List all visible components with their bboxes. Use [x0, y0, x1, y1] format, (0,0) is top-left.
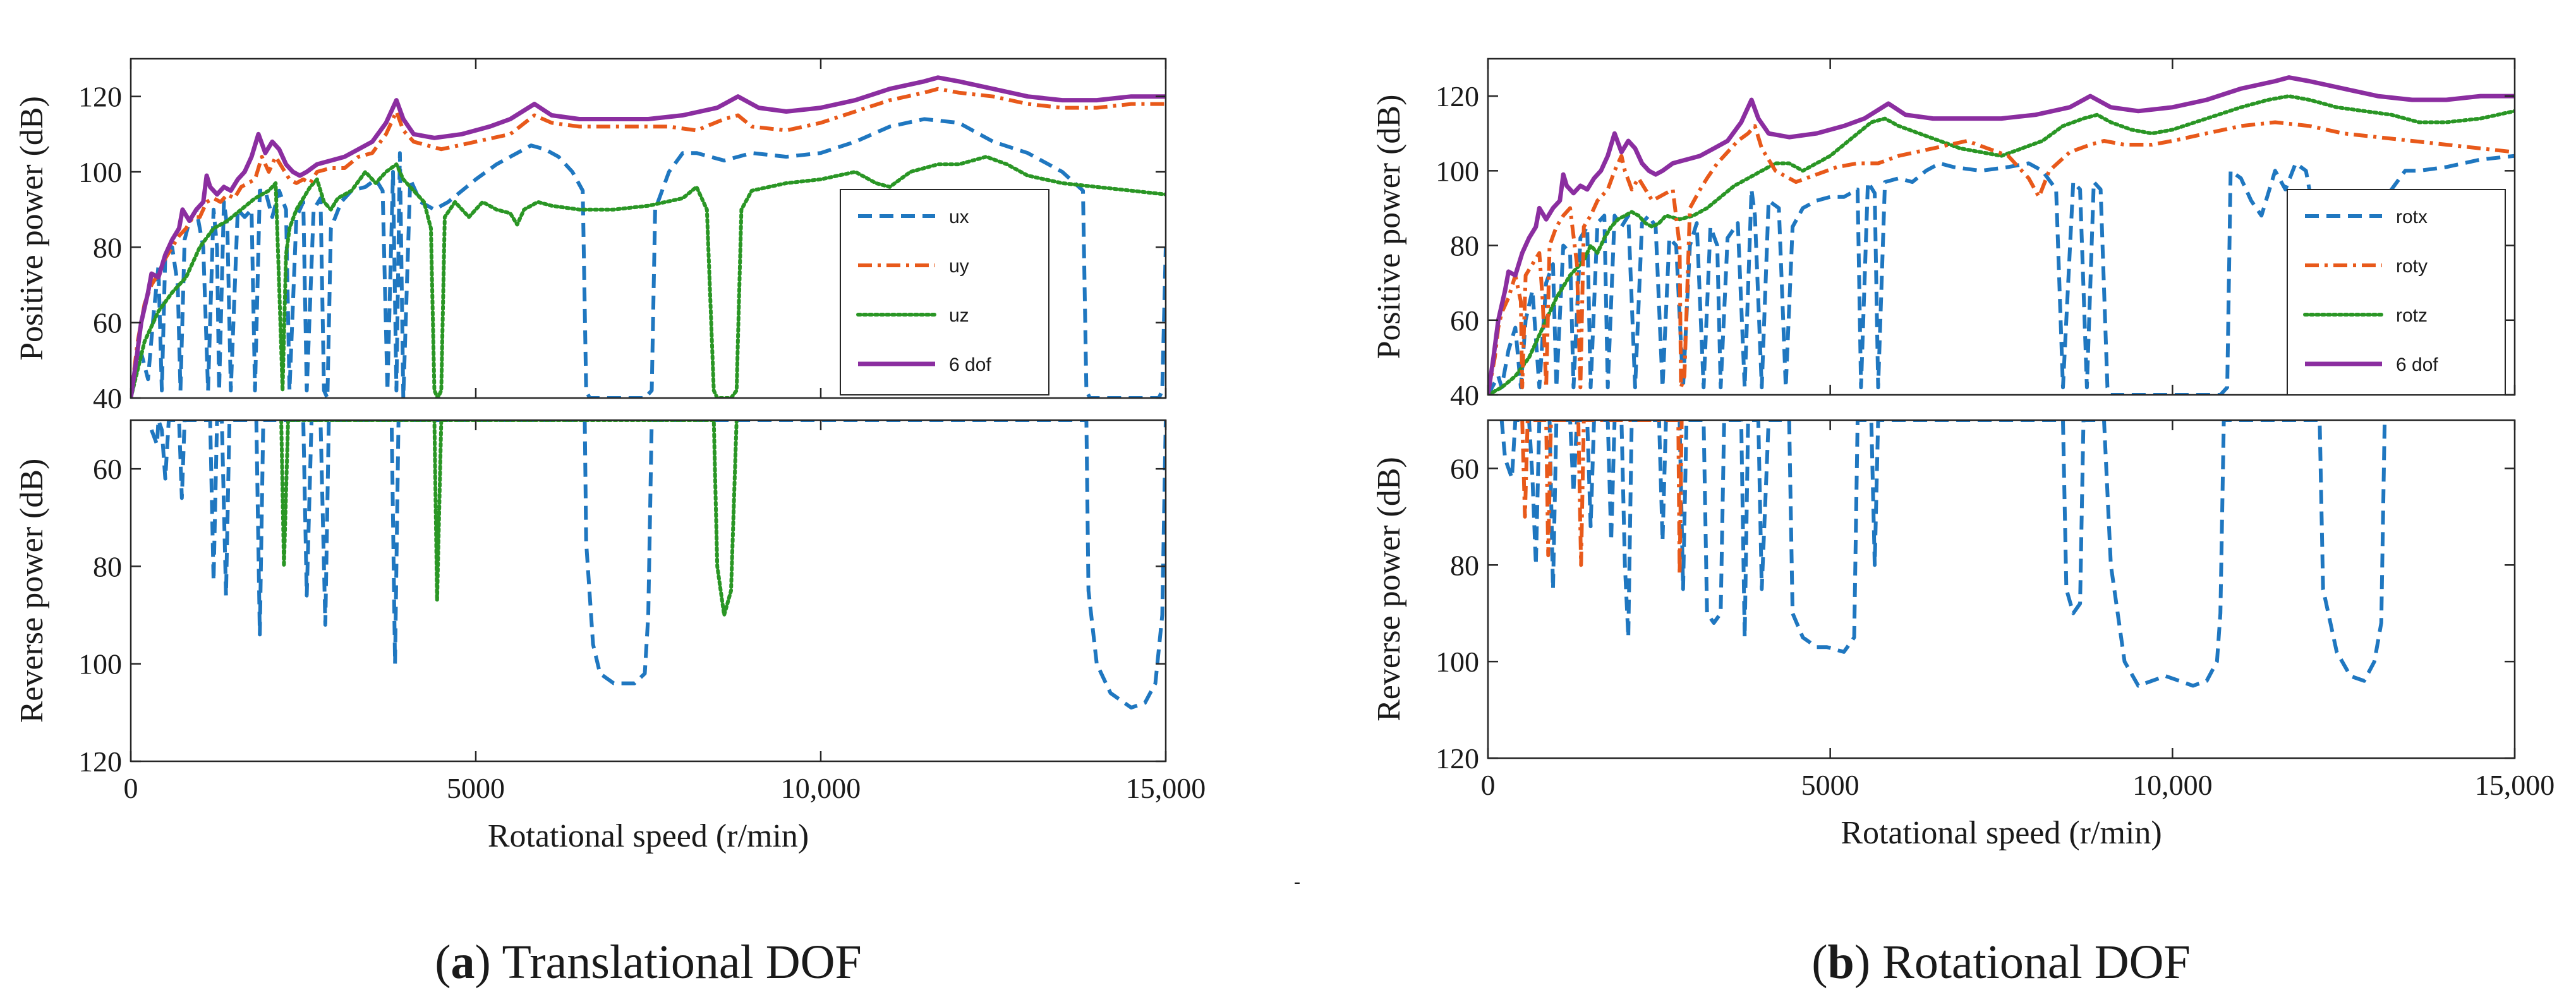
bottom-plot-area [149, 420, 1166, 710]
bottom-y-tick-label: 80 [1450, 549, 1479, 581]
x-tick-label: 10,000 [781, 772, 861, 804]
series-line-roty-positive [1488, 120, 2515, 395]
x-tick-label: 0 [124, 772, 138, 804]
top-plot-area [1488, 75, 2515, 395]
caption-text: ) Translational DOF [475, 936, 862, 989]
series-line-uy-positive [131, 87, 1166, 398]
top-y-tick-label: 120 [1436, 80, 1479, 112]
bottom-axes-frame [1487, 419, 2516, 759]
bottom-plot-area [1499, 420, 2387, 688]
series-line-rotx-positive [1488, 154, 2515, 395]
legend: rotx roty rotz 6 dof [2287, 189, 2506, 395]
bottom-y-tick-label: 120 [78, 745, 122, 778]
panel-caption: (b) Rotational DOF [1811, 936, 2191, 989]
legend-label-rotz: rotz [2396, 305, 2428, 326]
x-tick-label: 15,000 [1126, 772, 1206, 804]
top-axes-frame [130, 57, 1167, 399]
top-y-tick-label: 40 [93, 382, 122, 414]
series-line-uz-positive [131, 155, 1166, 398]
series-line-ux-reverse [149, 420, 1166, 710]
legend-label-rotx: rotx [2396, 207, 2428, 227]
caption-paren-open: ( [435, 936, 450, 989]
bottom-y-tick-label: 100 [78, 648, 122, 680]
top-y-tick-label: 100 [78, 156, 122, 188]
top-y-axis-label: Positive power (dB) [14, 96, 50, 361]
top-axes-frame [1487, 57, 2516, 396]
series-line-roty-reverse [1520, 420, 1684, 577]
bottom-y-tick-label: 60 [93, 453, 122, 485]
bottom-y-axis-label: Reverse power (dB) [14, 459, 50, 723]
top-y-tick-label: 60 [1450, 305, 1479, 337]
bottom-y-axis-label: Reverse power (dB) [1371, 457, 1407, 721]
x-axis-label: Rotational speed (r/min) [488, 818, 809, 854]
legend: ux uy uz 6 dof [840, 189, 1049, 395]
legend-label-uz: uz [949, 305, 969, 326]
series-line-6-dof-positive [131, 75, 1166, 398]
top-y-axis-label: Positive power (dB) [1371, 95, 1407, 359]
legend-label-6-dof: 6 dof [2396, 354, 2438, 375]
bottom-y-tick-label: 100 [1436, 646, 1479, 678]
top-y-tick-label: 60 [93, 307, 122, 339]
legend-label-6-dof: 6 dof [949, 354, 991, 375]
x-tick-label: 5000 [1801, 769, 1859, 801]
top-y-tick-label: 80 [93, 231, 122, 263]
series-line-rotz-positive [1488, 94, 2515, 395]
top-plot-area [131, 75, 1166, 398]
legend-label-uy: uy [949, 256, 969, 277]
series-line-uz-reverse [279, 420, 739, 617]
panel-caption: (a) Translational DOF [435, 936, 862, 989]
top-y-tick-label: 80 [1450, 230, 1479, 262]
series-line-rotx-reverse [1499, 420, 2387, 688]
bottom-axes-frame [130, 419, 1167, 763]
caption-paren-open: ( [1811, 936, 1827, 989]
x-tick-label: 15,000 [2475, 769, 2555, 801]
x-tick-label: 0 [1481, 769, 1496, 801]
series-line-ux-positive [131, 117, 1166, 398]
top-y-tick-label: 40 [1450, 379, 1479, 411]
bottom-y-tick-label: 80 [93, 550, 122, 582]
bottom-y-tick-label: 120 [1436, 742, 1479, 775]
bottom-y-tick-label: 60 [1450, 452, 1479, 485]
legend-box [2287, 189, 2506, 395]
legend-label-roty: roty [2396, 256, 2428, 277]
legend-label-ux: ux [949, 207, 969, 227]
x-axis-label: Rotational speed (r/min) [1841, 815, 2162, 851]
caption-letter: b [1828, 936, 1854, 989]
caption-letter: a [451, 936, 475, 989]
caption-text: ) Rotational DOF [1854, 936, 2191, 989]
top-y-tick-label: 120 [78, 81, 122, 113]
series-line-6-dof-positive [1488, 75, 2515, 395]
legend-box [840, 189, 1049, 395]
top-y-tick-label: 100 [1436, 155, 1479, 187]
x-tick-label: 10,000 [2132, 769, 2213, 801]
x-tick-label: 5000 [447, 772, 505, 804]
stray-mark: - [1294, 871, 1300, 892]
